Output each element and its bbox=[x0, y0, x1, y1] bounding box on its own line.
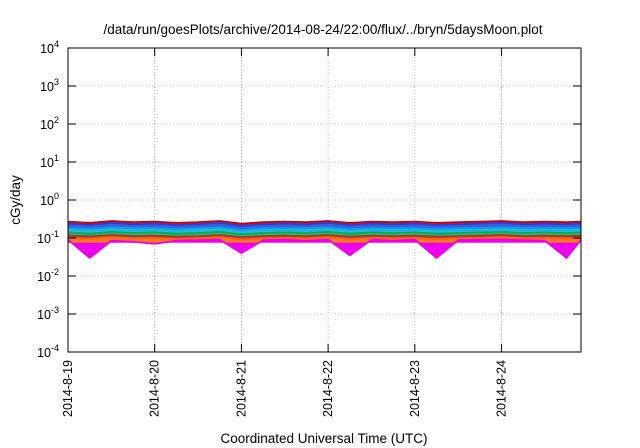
y-axis-label: cGy/day bbox=[8, 175, 23, 225]
y-tick-label: 10-2 bbox=[37, 267, 59, 284]
y-tick-base: 10 bbox=[40, 80, 54, 94]
y-tick-exponent: 0 bbox=[54, 191, 59, 201]
y-tick-exponent: 3 bbox=[54, 77, 59, 87]
x-tick-label: 2014-8-23 bbox=[408, 360, 422, 417]
series-area bbox=[68, 237, 581, 258]
y-tick-exponent: -4 bbox=[51, 343, 59, 353]
y-tick-label: 10-4 bbox=[37, 343, 59, 360]
y-tick-exponent: -1 bbox=[51, 229, 59, 239]
series-line bbox=[67, 226, 581, 232]
series-line bbox=[67, 234, 582, 239]
chart-title: /data/run/goesPlots/archive/2014-08-24/2… bbox=[103, 22, 542, 37]
x-tick-label: 2014-8-21 bbox=[234, 360, 248, 417]
y-tick-exponent: -3 bbox=[51, 305, 59, 315]
x-tick-label: 2014-8-22 bbox=[321, 360, 335, 417]
y-tick-label: 10-3 bbox=[37, 305, 59, 322]
y-tick-base: 10 bbox=[40, 156, 54, 170]
plot-border bbox=[67, 47, 582, 353]
y-tick-label: 101 bbox=[40, 153, 59, 170]
x-axis-label: Coordinated Universal Time (UTC) bbox=[220, 431, 427, 446]
y-tick-label: 100 bbox=[40, 191, 59, 208]
y-tick-base: 10 bbox=[37, 232, 51, 246]
data-series bbox=[67, 220, 582, 260]
y-tick-exponent: -2 bbox=[51, 267, 59, 277]
y-tick-base: 10 bbox=[40, 42, 54, 56]
x-axis-ticks: 2014-8-19 2014-8-20 2014-8-21 2014-8-22 2014… bbox=[61, 48, 509, 417]
y-tick-exponent: 1 bbox=[54, 153, 59, 163]
series-line bbox=[67, 220, 582, 225]
y-tick-exponent: 2 bbox=[54, 115, 59, 125]
y-tick-label: 102 bbox=[40, 115, 59, 132]
y-tick-base: 10 bbox=[37, 270, 51, 284]
series-line bbox=[67, 221, 582, 227]
series-line bbox=[67, 236, 582, 241]
y-tick-base: 10 bbox=[40, 118, 54, 132]
x-tick-label: 2014-8-20 bbox=[148, 360, 162, 417]
x-tick-label: 2014-8-19 bbox=[61, 360, 75, 417]
series-line bbox=[67, 230, 582, 236]
series-line bbox=[67, 238, 582, 260]
y-tick-label: 10-1 bbox=[37, 229, 59, 246]
grid bbox=[67, 48, 581, 352]
y-tick-base: 10 bbox=[40, 194, 54, 208]
y-tick-label: 104 bbox=[40, 39, 59, 56]
y-tick-label: 103 bbox=[40, 77, 59, 94]
y-tick-exponent: 4 bbox=[54, 39, 59, 49]
x-tick-label: 2014-8-24 bbox=[495, 360, 509, 417]
y-tick-base: 10 bbox=[37, 346, 51, 360]
y-tick-base: 10 bbox=[37, 308, 51, 322]
